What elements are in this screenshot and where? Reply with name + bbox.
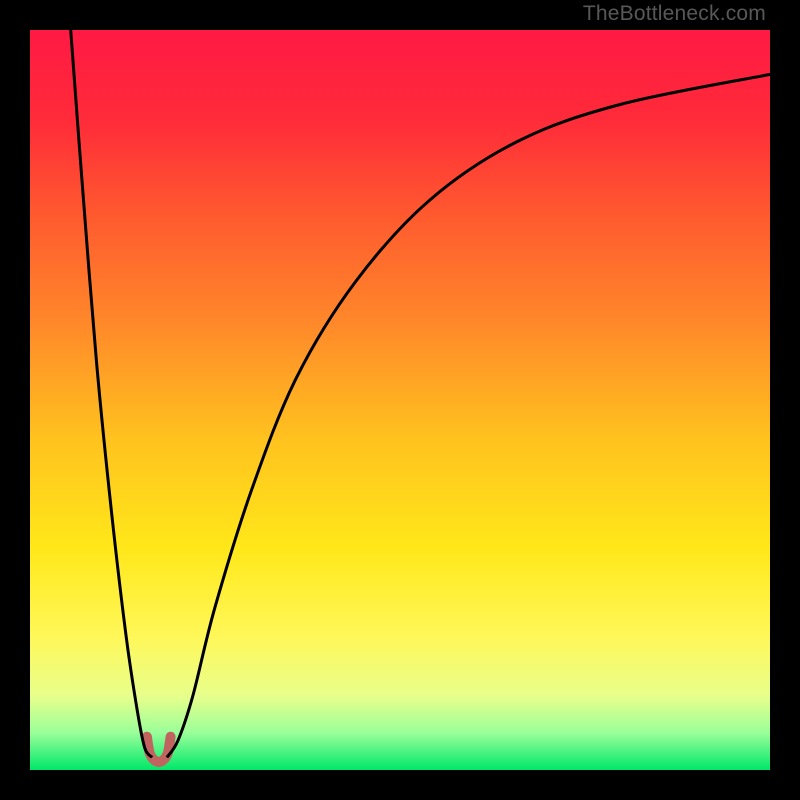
border-left <box>0 0 30 800</box>
background-gradient <box>0 0 800 800</box>
border-right <box>770 0 800 800</box>
chart-container: TheBottleneck.com <box>0 0 800 800</box>
border-bottom <box>0 770 800 800</box>
watermark-text: TheBottleneck.com <box>583 2 766 26</box>
